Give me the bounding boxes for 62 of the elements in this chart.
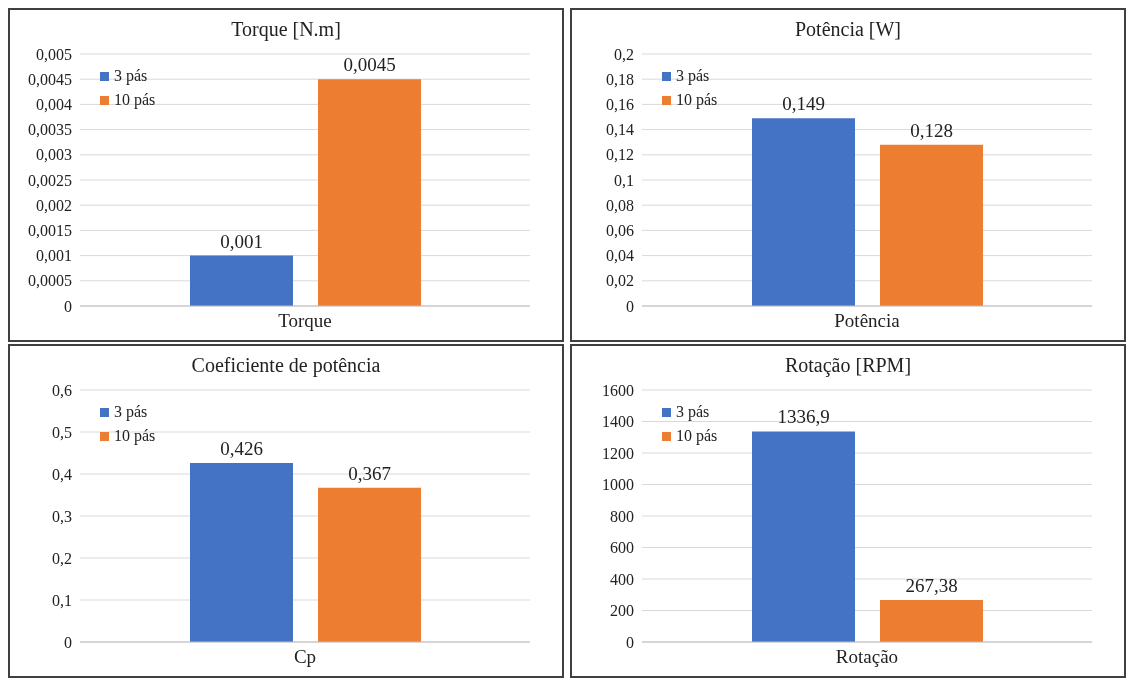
y-tick-label: 1400	[602, 413, 634, 431]
y-tick-label: 1200	[602, 444, 634, 462]
y-tick-label: 0,06	[606, 222, 634, 240]
y-tick-label: 0,0015	[28, 222, 72, 240]
y-tick-label: 0,3	[52, 507, 72, 525]
y-tick-label: 0,003	[36, 146, 72, 164]
legend-label: 10 pás	[676, 91, 718, 109]
x-tick-label: Torque	[278, 310, 332, 332]
y-tick-label: 0,4	[52, 465, 72, 483]
y-tick-label: 1600	[602, 381, 634, 399]
legend-label: 3 pás	[676, 67, 710, 85]
y-tick-label: 0,5	[52, 423, 72, 441]
y-tick-label: 0	[626, 633, 634, 651]
data-label: 0,367	[348, 462, 391, 484]
legend-label: 10 pás	[114, 91, 156, 109]
y-tick-label: 1000	[602, 476, 634, 494]
data-label: 1336,9	[777, 406, 830, 428]
legend-label: 3 pás	[114, 403, 148, 421]
y-tick-label: 200	[610, 602, 634, 620]
y-tick-label: 0,04	[606, 247, 634, 265]
y-tick-label: 0,0025	[28, 171, 72, 189]
y-tick-label: 0	[626, 297, 634, 315]
y-tick-label: 0,0005	[28, 272, 72, 290]
y-tick-label: 400	[610, 570, 634, 588]
y-tick-label: 0,02	[606, 272, 634, 290]
data-label: 0,426	[220, 438, 263, 460]
x-tick-label: Potência	[834, 310, 901, 332]
y-tick-label: 0,2	[614, 45, 634, 63]
y-tick-label: 0,16	[606, 96, 634, 114]
y-tick-label: 0,2	[52, 549, 72, 567]
data-label: 0,149	[782, 93, 825, 115]
y-tick-label: 0,001	[36, 247, 72, 265]
chart-title: Coeficiente de potência	[190, 354, 382, 379]
y-tick-label: 0,08	[606, 196, 634, 214]
y-tick-label: 0,002	[36, 196, 72, 214]
x-tick-label: Rotação	[835, 646, 899, 668]
data-label: 0,0045	[343, 54, 396, 76]
data-label: 267,38	[905, 574, 958, 596]
y-tick-label: 0	[64, 297, 72, 315]
chart-title: Potência [W]	[793, 18, 903, 42]
y-tick-label: 0,004	[36, 96, 72, 114]
chart-title: Rotação [RPM]	[783, 354, 913, 379]
data-label: 0,128	[910, 119, 953, 141]
legend-label: 10 pás	[114, 427, 156, 445]
y-tick-label: 0	[64, 633, 72, 651]
legend-label: 3 pás	[114, 67, 148, 85]
legend-label: 3 pás	[676, 403, 710, 421]
y-tick-label: 0,12	[606, 146, 634, 164]
data-label: 0,001	[220, 230, 263, 252]
y-tick-label: 0,6	[52, 381, 72, 399]
y-tick-label: 0,1	[52, 591, 72, 609]
y-tick-label: 0,005	[36, 45, 72, 63]
y-tick-label: 600	[610, 539, 634, 557]
y-tick-label: 0,0035	[28, 121, 72, 139]
y-tick-label: 0,0045	[28, 70, 72, 88]
y-tick-label: 0,1	[614, 171, 634, 189]
y-tick-label: 800	[610, 507, 634, 525]
chart-title: Torque [N.m]	[230, 18, 342, 43]
legend-label: 10 pás	[676, 427, 718, 445]
y-tick-label: 0,14	[606, 121, 634, 139]
y-tick-label: 0,18	[606, 70, 634, 88]
x-tick-label: Cp	[293, 646, 317, 668]
